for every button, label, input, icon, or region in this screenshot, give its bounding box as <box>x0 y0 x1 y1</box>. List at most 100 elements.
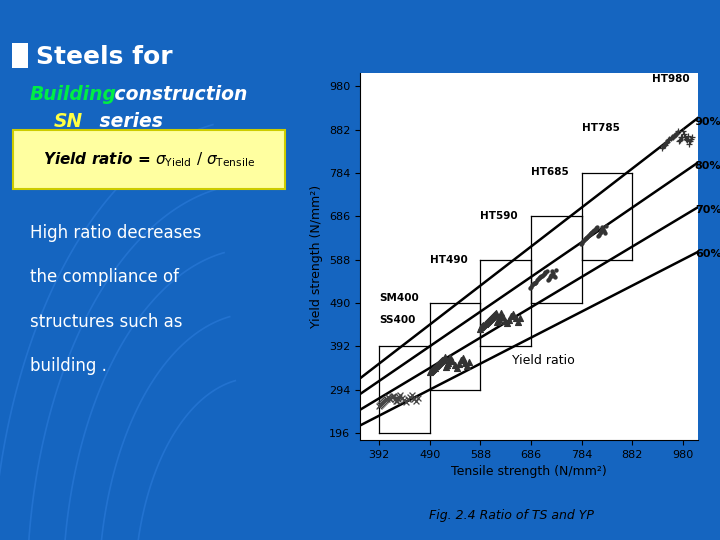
Point <box>427 365 438 374</box>
Point <box>673 137 685 145</box>
Point <box>443 359 454 367</box>
Point <box>433 359 445 367</box>
Point <box>444 357 455 366</box>
Point <box>590 224 602 232</box>
Point <box>462 362 473 370</box>
Point <box>662 138 673 146</box>
Point <box>438 354 450 363</box>
Point <box>477 321 489 329</box>
Point <box>597 222 608 231</box>
Point <box>580 234 592 242</box>
Point <box>683 139 695 148</box>
Point <box>459 359 471 367</box>
Point <box>477 322 488 330</box>
Point <box>485 314 497 322</box>
Point <box>441 361 453 369</box>
Point <box>588 226 600 235</box>
Point <box>425 367 436 375</box>
FancyBboxPatch shape <box>14 130 285 189</box>
Point <box>674 136 685 145</box>
Point <box>388 392 400 400</box>
Point <box>660 140 671 149</box>
Point <box>445 353 456 361</box>
Text: 90%: 90% <box>695 117 720 126</box>
Point <box>479 320 490 328</box>
Point <box>400 398 412 407</box>
Text: SN: SN <box>54 112 83 131</box>
Point <box>680 135 692 144</box>
Text: HT490: HT490 <box>430 255 467 265</box>
Text: 70%: 70% <box>695 205 720 215</box>
Point <box>657 142 669 151</box>
Point <box>482 316 493 325</box>
Point <box>457 354 469 362</box>
Point <box>533 275 544 284</box>
Point <box>486 313 498 321</box>
Text: construction: construction <box>107 85 247 104</box>
Point <box>410 397 422 406</box>
Point <box>581 233 593 242</box>
Point <box>381 395 392 403</box>
Text: the compliance of: the compliance of <box>30 268 179 286</box>
Point <box>536 271 548 280</box>
Point <box>492 316 504 325</box>
Point <box>451 363 462 372</box>
Point <box>503 315 515 324</box>
Point <box>675 133 687 142</box>
Point <box>540 268 552 277</box>
Text: High ratio decreases: High ratio decreases <box>30 224 202 242</box>
Point <box>387 392 398 400</box>
Point <box>405 393 416 401</box>
Point <box>510 314 521 323</box>
Point <box>590 224 602 233</box>
Point <box>579 235 590 244</box>
Point <box>453 360 464 368</box>
X-axis label: Tensile strength (N/mm²): Tensile strength (N/mm²) <box>451 465 607 478</box>
Point <box>667 132 678 141</box>
Point <box>490 308 502 317</box>
Point <box>379 396 391 404</box>
Point <box>474 325 486 333</box>
Point <box>577 237 588 245</box>
Point <box>534 274 545 282</box>
Point <box>488 311 500 320</box>
Point <box>392 394 403 403</box>
Point <box>374 400 386 409</box>
Point <box>550 266 562 274</box>
Point <box>549 273 561 282</box>
Point <box>683 131 694 140</box>
Point <box>379 397 390 406</box>
Point <box>489 310 500 319</box>
Text: 80%: 80% <box>695 161 720 171</box>
Point <box>600 221 612 230</box>
Text: HT685: HT685 <box>531 167 569 177</box>
Text: structures such as: structures such as <box>30 313 182 330</box>
Point <box>685 135 697 144</box>
Point <box>672 127 683 136</box>
Text: HT785: HT785 <box>582 123 619 133</box>
Point <box>402 395 414 404</box>
Point <box>505 312 517 321</box>
Text: HT980: HT980 <box>652 74 690 84</box>
Point <box>428 364 440 373</box>
Point <box>670 130 681 138</box>
Point <box>685 137 696 145</box>
Point <box>446 357 458 366</box>
Point <box>377 398 389 407</box>
Text: building .: building . <box>30 357 107 375</box>
Point <box>429 363 441 372</box>
Point <box>598 224 609 233</box>
Point <box>595 228 607 237</box>
Point <box>679 132 690 141</box>
Point <box>540 268 552 276</box>
Bar <box>12 43 28 68</box>
Point <box>539 269 550 278</box>
Text: Fig. 2.4 Ratio of TS and YP: Fig. 2.4 Ratio of TS and YP <box>429 509 593 522</box>
Point <box>498 313 509 321</box>
Y-axis label: Yield strength (N/mm²): Yield strength (N/mm²) <box>310 185 323 328</box>
Point <box>548 271 559 280</box>
Point <box>508 309 519 318</box>
Point <box>534 273 546 282</box>
Point <box>432 360 444 368</box>
Point <box>531 278 542 286</box>
